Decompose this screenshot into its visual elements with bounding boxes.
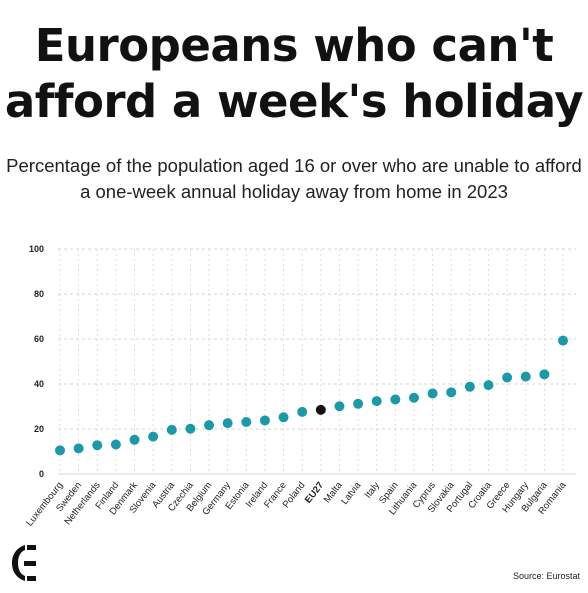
data-point-france (278, 412, 289, 423)
data-point-spain (390, 394, 401, 405)
data-point-portugal (464, 381, 475, 392)
data-point-luxembourg (55, 445, 65, 456)
y-tick-label: 40 (34, 379, 44, 389)
data-point-denmark (129, 434, 140, 445)
data-point-eu27 (315, 404, 326, 415)
chart-subtitle: Percentage of the population aged 16 or … (6, 155, 582, 202)
data-point-slovakia (446, 387, 457, 398)
euronews-logo-icon (12, 545, 36, 581)
data-point-sweden (73, 443, 84, 454)
data-point-netherlands (92, 440, 103, 451)
data-point-hungary (520, 371, 531, 382)
data-point-austria (166, 424, 177, 435)
data-point-poland (297, 406, 308, 417)
y-tick-label: 0 (39, 469, 44, 479)
data-point-greece (502, 372, 513, 383)
page-title: Europeans who can't afford a week's holi… (4, 19, 584, 128)
data-point-finland (110, 439, 121, 450)
data-point-lithuania (408, 392, 419, 403)
y-tick-label: 100 (29, 244, 44, 254)
data-point-romania (558, 335, 568, 346)
source-note: Source: Eurostat (512, 571, 580, 581)
x-tick-label: Latvia (339, 480, 364, 507)
data-point-czechia (185, 423, 196, 434)
data-point-croatia (483, 380, 494, 391)
data-point-ireland (259, 415, 270, 426)
data-point-slovenia (148, 431, 159, 442)
data-point-latvia (353, 398, 364, 409)
y-tick-label: 80 (34, 289, 44, 299)
x-tick-label: EU27 (303, 480, 326, 505)
data-point-belgium (204, 420, 215, 431)
data-point-germany (222, 418, 233, 429)
y-tick-label: 20 (34, 424, 44, 434)
data-point-malta (334, 401, 345, 412)
y-tick-label: 60 (34, 334, 44, 344)
data-point-estonia (241, 417, 252, 428)
data-point-italy (371, 396, 382, 407)
data-point-bulgaria (539, 369, 550, 380)
data-point-cyprus (427, 388, 438, 399)
